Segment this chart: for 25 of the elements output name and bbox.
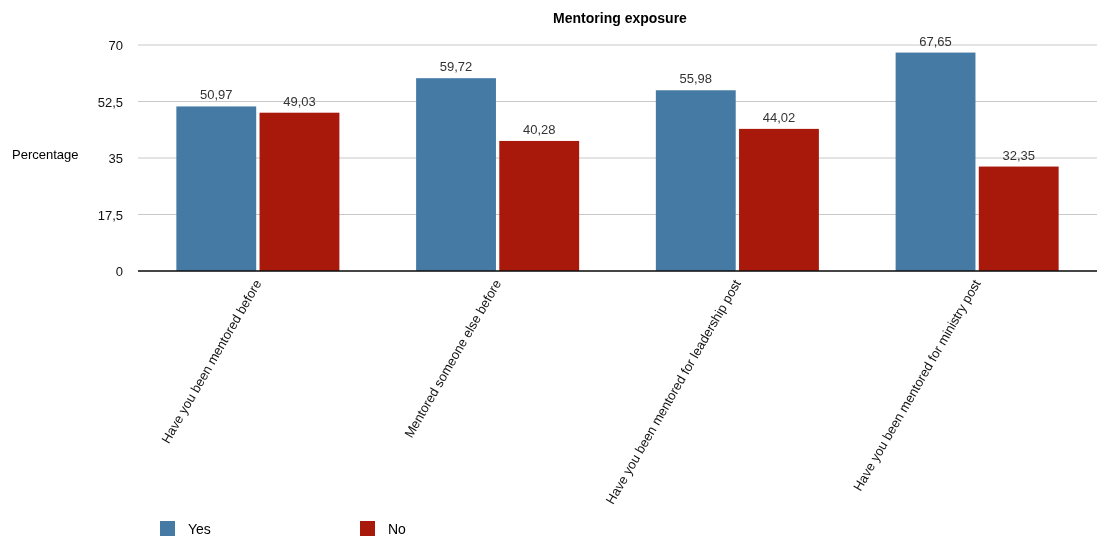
y-tick-label: 35: [108, 151, 123, 166]
bar: [176, 106, 257, 271]
data-label: 44,02: [762, 109, 796, 125]
legend-label: No: [388, 521, 407, 537]
bar: [895, 52, 976, 271]
data-label: 50,97: [200, 87, 233, 103]
y-tick-label: 52,5: [97, 94, 123, 110]
y-tick-label: 17,5: [97, 207, 123, 223]
y-axis-title: Percentage: [12, 147, 79, 162]
data-label: 67,65: [919, 33, 952, 49]
data-label: 49,03: [283, 93, 316, 109]
data-label: 40,28: [522, 121, 556, 137]
bar: [416, 78, 496, 271]
bar: [499, 140, 580, 271]
bar: [739, 128, 819, 271]
y-tick-label: 70: [108, 38, 123, 53]
data-label: 59,72: [439, 59, 473, 75]
chart-title: Mentoring exposure: [553, 10, 688, 26]
bar: [978, 166, 1059, 271]
bar: [259, 112, 340, 271]
legend-label: Yes: [188, 521, 211, 537]
y-tick-label: 0: [115, 264, 123, 279]
bar: [655, 90, 736, 271]
data-label: 55,98: [679, 71, 713, 87]
data-label: 32,35: [1002, 147, 1035, 163]
